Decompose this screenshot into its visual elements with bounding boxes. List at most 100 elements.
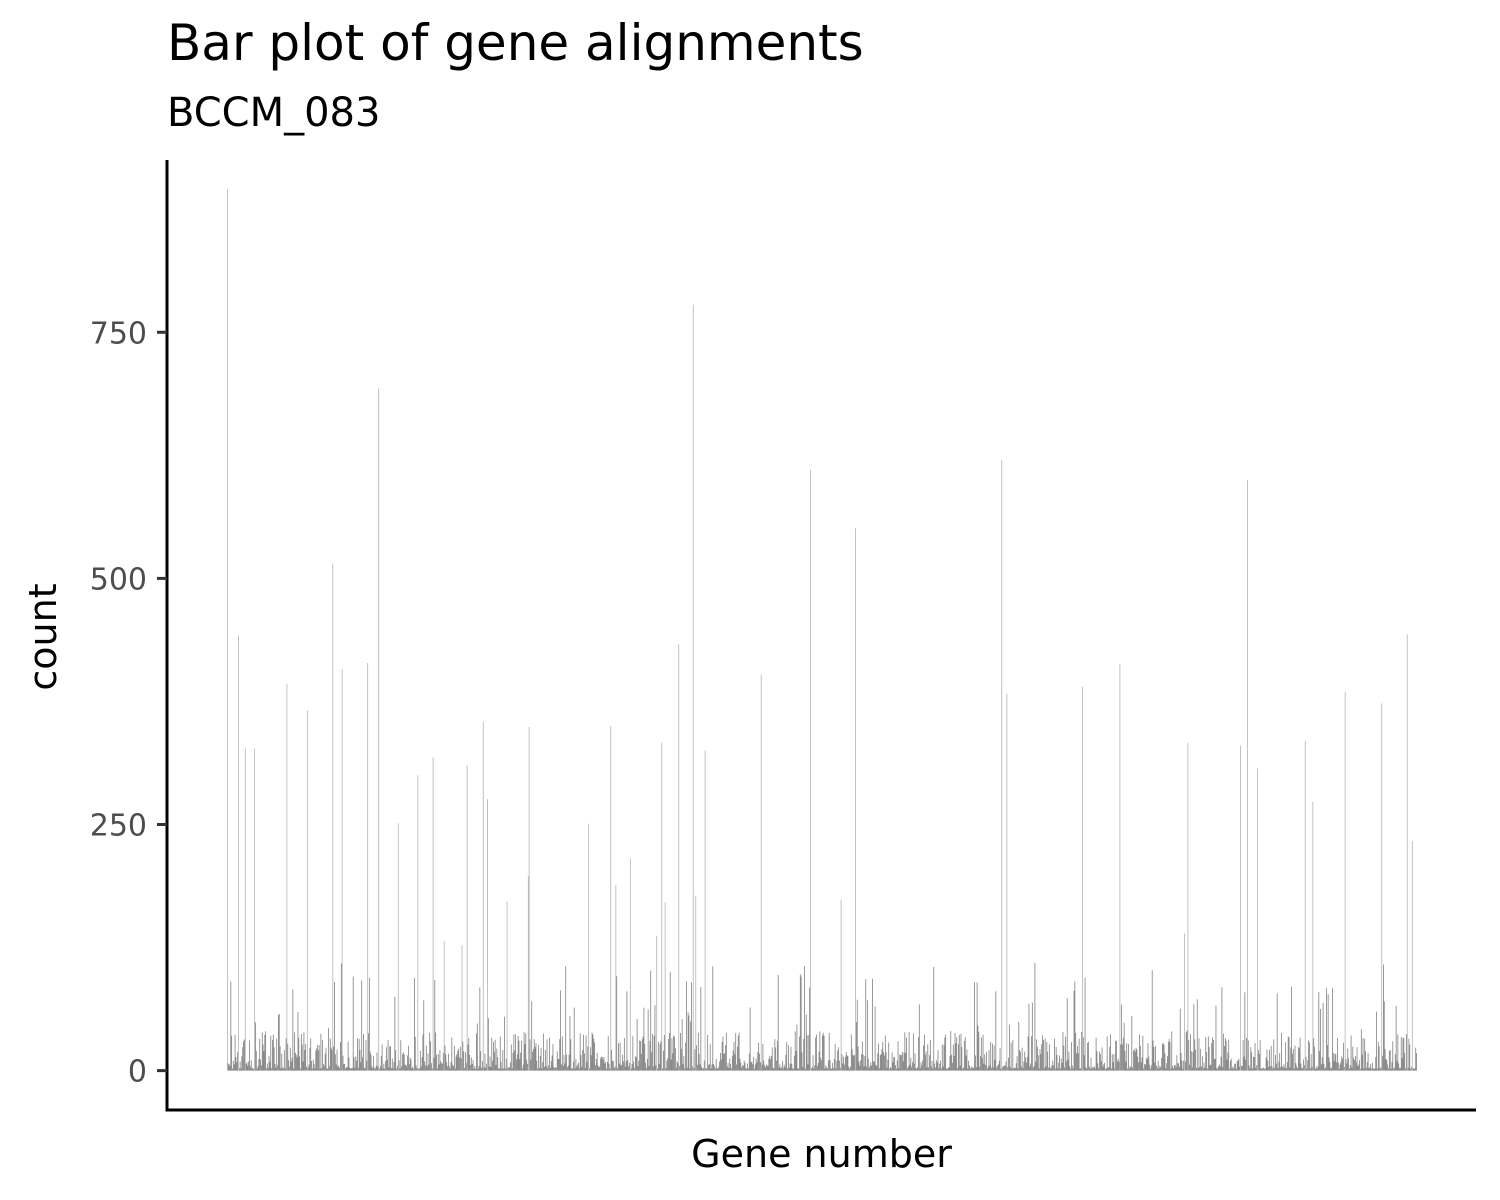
bar [1112, 1062, 1114, 1071]
bar [764, 1065, 766, 1071]
bar [1322, 1002, 1324, 1071]
bar [816, 1066, 818, 1071]
bar [1375, 1056, 1377, 1071]
bar [1010, 1042, 1012, 1071]
bar [1320, 1009, 1321, 1071]
bar [1062, 1031, 1064, 1071]
bar [294, 1032, 295, 1071]
bar [231, 1035, 233, 1071]
bar [999, 1047, 1001, 1071]
bar [552, 1043, 554, 1071]
bar [514, 1050, 516, 1071]
bar [529, 1039, 531, 1071]
bar [334, 1054, 336, 1071]
bar [1037, 1055, 1039, 1071]
bar [1297, 1067, 1298, 1071]
bar [896, 1060, 898, 1071]
bar [482, 722, 484, 1071]
bar [828, 1032, 830, 1071]
bar [340, 1042, 341, 1071]
bar [1061, 1063, 1063, 1071]
bar [1252, 1056, 1254, 1071]
bar [604, 1063, 606, 1071]
bar [1077, 1053, 1079, 1071]
bar [1218, 1064, 1220, 1071]
bar [1199, 1066, 1201, 1071]
bar [846, 1055, 848, 1071]
bar [329, 1038, 331, 1071]
bar [328, 1027, 329, 1071]
bar [877, 1053, 879, 1071]
bar [901, 1051, 903, 1071]
bar [1065, 1061, 1067, 1071]
bar [1219, 1066, 1221, 1071]
bar [726, 1066, 728, 1071]
bar [654, 1005, 656, 1071]
bar [704, 750, 706, 1071]
bar [276, 1038, 278, 1071]
bar [928, 1067, 930, 1071]
bar [754, 1068, 755, 1071]
bar [1254, 1043, 1256, 1071]
bar [1142, 1035, 1144, 1071]
bar [532, 1051, 533, 1071]
bar [402, 1052, 404, 1071]
bar [755, 1058, 757, 1071]
bar [1264, 1068, 1266, 1071]
bar [1080, 1068, 1082, 1071]
bar [339, 1068, 341, 1071]
bar [858, 1061, 860, 1071]
bar [578, 1062, 579, 1071]
bar [394, 996, 396, 1071]
bar [1009, 1024, 1010, 1071]
bar [448, 1066, 450, 1071]
bar [803, 1039, 805, 1071]
bar [969, 1068, 971, 1071]
bar [947, 1067, 949, 1071]
bar [1270, 1045, 1272, 1071]
bar [847, 1056, 849, 1071]
bar [1304, 740, 1306, 1071]
bar [1005, 1061, 1007, 1071]
bar [629, 1062, 630, 1071]
bar [533, 1039, 535, 1071]
bar [511, 1068, 513, 1071]
bar [1179, 1008, 1181, 1071]
bar [291, 1057, 293, 1071]
bar [1376, 1011, 1378, 1071]
bar [1089, 1068, 1091, 1071]
bar [1334, 1053, 1336, 1071]
bar [890, 1068, 892, 1071]
bar [1114, 1068, 1116, 1071]
bar [393, 1061, 395, 1071]
bar [995, 991, 997, 1071]
bar [1413, 1068, 1415, 1071]
bar [491, 1037, 493, 1071]
bar [1038, 1068, 1040, 1071]
bar [1101, 1047, 1103, 1071]
bar [1184, 1061, 1186, 1071]
bar [716, 1068, 718, 1071]
bar [1146, 1059, 1148, 1071]
bar [708, 1064, 709, 1071]
bar [1044, 1038, 1046, 1071]
bar [875, 1064, 877, 1071]
bar [286, 683, 288, 1071]
bar [900, 1055, 902, 1071]
bar [374, 1068, 376, 1071]
bar [378, 388, 380, 1071]
bar [1323, 1063, 1325, 1071]
bar [1369, 1067, 1371, 1071]
bar [1017, 1068, 1019, 1071]
bar [1292, 1049, 1294, 1071]
bar [989, 1065, 991, 1071]
bar [992, 1043, 993, 1071]
bar [1213, 1039, 1214, 1071]
bar [1181, 1060, 1183, 1071]
bar [1051, 1065, 1053, 1071]
bar [703, 1068, 704, 1071]
bar [851, 1049, 853, 1071]
bar [1400, 1067, 1401, 1071]
bar [1192, 1051, 1194, 1071]
bar [1151, 970, 1153, 1071]
